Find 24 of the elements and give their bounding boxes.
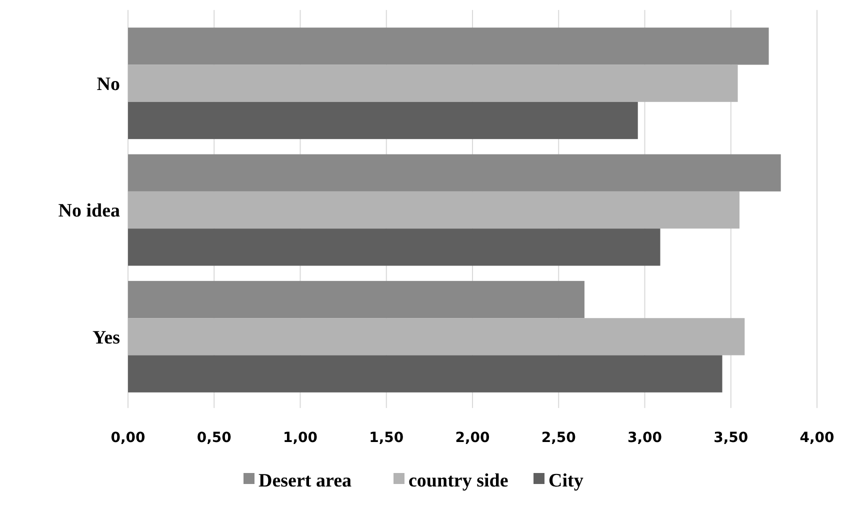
bar	[128, 355, 722, 392]
x-tick-label: 3,50	[714, 430, 748, 446]
legend-label: Desert area	[258, 470, 352, 492]
bar	[128, 102, 638, 140]
x-tick-label: 1,50	[369, 430, 404, 446]
bar	[128, 228, 660, 266]
y-tick-label: Yes	[92, 327, 120, 348]
y-tick-label: No idea	[58, 200, 120, 222]
y-tick-label: No	[96, 74, 120, 95]
bar	[128, 28, 769, 65]
x-tick-label: 0,50	[196, 430, 232, 446]
bar	[128, 64, 738, 102]
legend-label: City	[548, 470, 584, 492]
legend-label: country side	[408, 470, 508, 492]
x-tick-label: 2,50	[541, 430, 576, 446]
x-tick-label: 3,00	[627, 430, 662, 446]
x-tick-label: 4,00	[800, 430, 835, 446]
x-tick-label: 0,00	[110, 430, 146, 446]
bar	[128, 154, 781, 192]
bar	[128, 191, 740, 229]
x-tick-label: 1,00	[282, 430, 318, 446]
bar	[128, 280, 584, 318]
bar	[128, 318, 745, 356]
x-tick-label: 2,00	[455, 430, 490, 446]
